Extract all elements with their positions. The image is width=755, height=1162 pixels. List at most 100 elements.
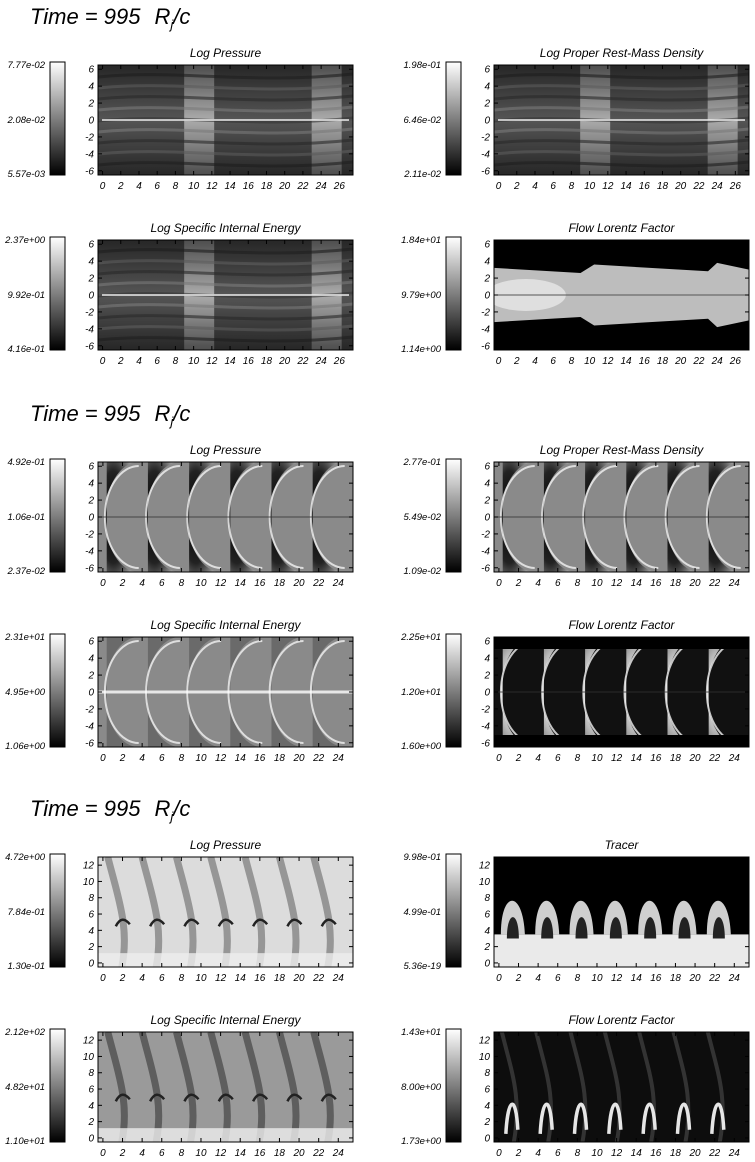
- x-tick-label: 12: [602, 181, 614, 192]
- x-tick-label: 6: [555, 578, 561, 589]
- y-tick-label: -2: [85, 704, 94, 715]
- field-edge: [494, 637, 749, 649]
- tracer-hollow: [541, 917, 554, 939]
- panel-title: Flow Lorentz Factor: [568, 221, 675, 235]
- x-tick-label: 24: [728, 1148, 741, 1159]
- time-unit-tail: /c: [171, 796, 190, 821]
- x-tick-label: 6: [159, 1148, 165, 1159]
- colorbar-min-label: 1.30e-01: [7, 961, 45, 972]
- y-tick-label: 4: [88, 257, 94, 268]
- y-tick-label: 6: [484, 910, 490, 921]
- wave-knot: [217, 1093, 234, 1102]
- colorbar-gradient: [445, 853, 462, 968]
- field-fade: [98, 65, 353, 175]
- field-fade: [98, 240, 353, 350]
- y-tick-label: 0: [484, 688, 490, 699]
- wave-front: [568, 1032, 588, 1142]
- wave-front: [602, 1032, 622, 1142]
- wave-knot: [114, 918, 131, 927]
- heatmap: [98, 857, 353, 967]
- colorbar-mid-label: 2.08e-02: [6, 115, 45, 126]
- x-tick-label: 16: [243, 181, 255, 192]
- plot-frame: [493, 1031, 750, 1143]
- colorbar-mid-label: 9.79e+00: [401, 290, 442, 301]
- x-tick-label: 24: [728, 578, 741, 589]
- y-tick-label: 10: [479, 1052, 491, 1063]
- x-tick-label: 2: [515, 753, 522, 764]
- x-tick-label: 18: [261, 356, 273, 367]
- tracer-hollow: [678, 917, 691, 939]
- y-tick-label: -2: [481, 307, 490, 318]
- y-tick-label: 8: [484, 1068, 490, 1079]
- colorbar-mid-label: 8.00e+00: [401, 1082, 442, 1093]
- x-tick-label: 20: [278, 356, 291, 367]
- x-tick-label: 22: [708, 973, 721, 984]
- colorbar-max-label: 9.98e-01: [403, 852, 441, 863]
- colorbar-min-label: 1.60e+00: [401, 741, 442, 752]
- y-tick-label: 0: [88, 958, 94, 969]
- x-tick-label: 2: [117, 356, 124, 367]
- x-tick-label: 0: [496, 1148, 502, 1159]
- colorbar-max-label: 2.77e-01: [402, 457, 441, 468]
- colorbar-max-label: 2.31e+01: [4, 632, 45, 643]
- wave-front: [705, 1032, 725, 1142]
- x-tick-label: 18: [274, 1148, 286, 1159]
- x-tick-label: 20: [674, 181, 687, 192]
- y-tick-label: 2: [87, 274, 94, 285]
- colorbar-max-label: 1.84e+01: [401, 235, 441, 246]
- x-tick-label: 20: [292, 578, 305, 589]
- colorbar-gradient: [445, 633, 462, 748]
- x-tick-label: 4: [535, 753, 541, 764]
- wave-front: [671, 1032, 691, 1142]
- x-tick-label: 0: [100, 973, 106, 984]
- x-tick-label: 16: [254, 578, 266, 589]
- colorbar-min-label: 5.57e-03: [7, 169, 45, 180]
- x-tick-label: 4: [139, 973, 145, 984]
- colorbar-mid-label: 1.06e-01: [7, 512, 45, 523]
- x-tick-label: 22: [708, 1148, 721, 1159]
- y-tick-label: 4: [484, 479, 490, 490]
- y-tick-label: -4: [481, 546, 490, 557]
- colorbar: 2.12e+02 4.82e+01 1.10e+01: [4, 1027, 66, 1147]
- colorbar-max-label: 2.25e+01: [400, 632, 441, 643]
- shock-cell: [542, 462, 576, 572]
- y-tick-label: 4: [484, 257, 490, 268]
- x-tick-label: 18: [274, 578, 286, 589]
- shock-cell: [665, 462, 700, 572]
- heatmap: [494, 857, 749, 967]
- y-tick-label: 12: [479, 861, 491, 872]
- colorbar: 9.98e-01 4.99e-01 5.36e-19: [403, 852, 462, 972]
- wave-knot: [149, 918, 166, 927]
- x-tick-label: 4: [139, 753, 145, 764]
- shock-cell: [624, 462, 659, 572]
- x-tick-label: 0: [496, 578, 502, 589]
- x-tick-label: 12: [215, 753, 227, 764]
- x-tick-label: 10: [195, 578, 207, 589]
- y-tick-label: 0: [484, 1133, 490, 1144]
- x-tick-label: 6: [555, 753, 561, 764]
- panel-title: Tracer: [605, 838, 640, 852]
- x-tick-label: 2: [513, 356, 520, 367]
- x-tick-label: 22: [692, 356, 705, 367]
- y-tick-label: 4: [88, 479, 94, 490]
- x-tick-label: 12: [206, 181, 218, 192]
- x-tick-label: 14: [235, 578, 247, 589]
- x-tick-label: 12: [611, 753, 623, 764]
- x-tick-label: 18: [657, 356, 669, 367]
- x-tick-label: 20: [292, 1148, 305, 1159]
- y-tick-label: -4: [481, 721, 490, 732]
- shock-cell: [310, 462, 345, 572]
- colorbar-gradient: [445, 236, 462, 351]
- time-unit-sub: j: [168, 17, 174, 32]
- colorbar-gradient: [445, 61, 462, 176]
- x-tick-label: 14: [631, 973, 643, 984]
- shock-cell: [269, 637, 304, 747]
- x-tick-label: 14: [224, 356, 236, 367]
- y-tick-label: 4: [88, 1101, 94, 1112]
- x-tick-label: 0: [496, 181, 502, 192]
- x-tick-label: 2: [515, 973, 522, 984]
- colorbar-min-label: 2.37e-02: [6, 566, 45, 577]
